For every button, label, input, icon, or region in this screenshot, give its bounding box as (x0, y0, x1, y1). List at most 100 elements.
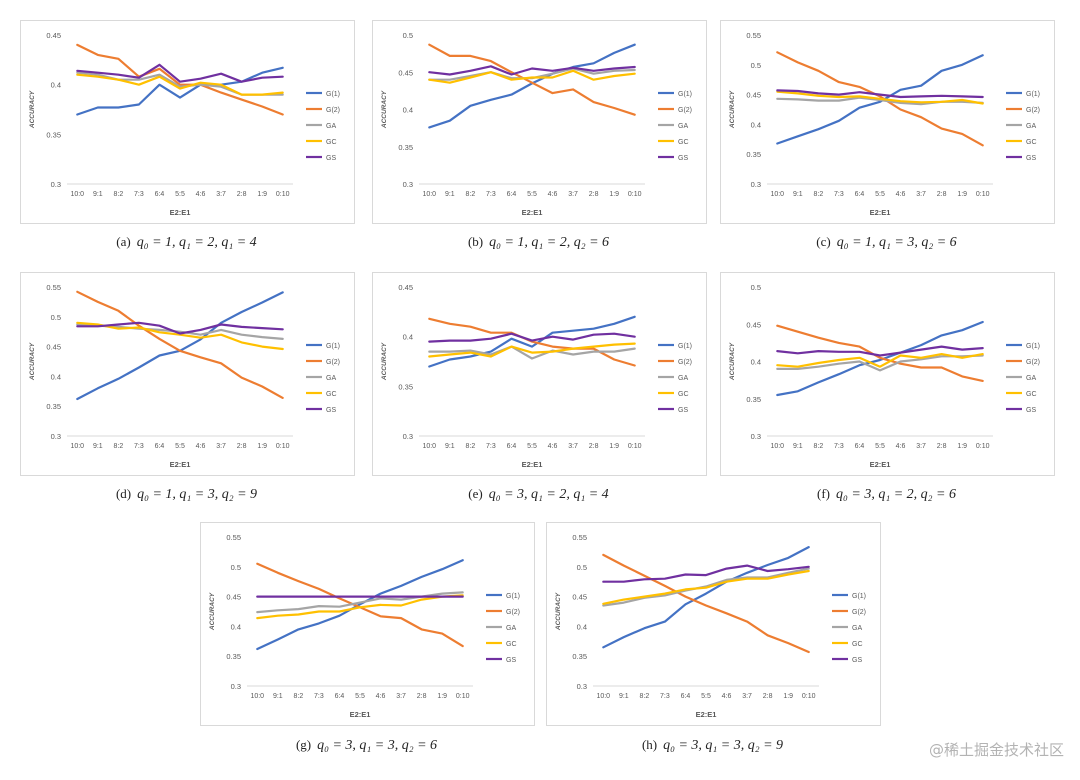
x-tick-label: 6:4 (855, 443, 865, 450)
x-tick-label: 4:6 (548, 443, 558, 450)
series-line-ga (602, 567, 810, 607)
series-line-gc (428, 342, 636, 358)
y-tick-label: 0.45 (46, 343, 61, 352)
x-tick-label: 3:7 (916, 443, 926, 450)
x-axis-label: E2:E1 (696, 710, 717, 719)
caption-f: (f) q₀ = 3, q₁ = 2, q₂ = 6 (720, 486, 1053, 503)
series-line-g2 (776, 324, 984, 383)
x-tick-label: 9:1 (93, 443, 103, 450)
legend-label: GS (1026, 155, 1036, 162)
y-axis-label: ACCURACY (29, 90, 36, 129)
legend-label: GS (678, 407, 688, 414)
x-tick-label: 1:9 (609, 191, 619, 198)
chart-svg-g: 0.3 0.35 0.4 0.45 0.5 0.55 10:0 9:1 8:2 7:3 6:4 5:5… (209, 533, 520, 719)
legend-label: GS (678, 155, 688, 162)
legend-label: G(2) (678, 359, 692, 366)
x-tick-label: 5:5 (175, 191, 185, 198)
caption-h: (h) q₀ = 3, q₁ = 3, q₂ = 9 (546, 737, 879, 754)
legend-label: GS (326, 407, 336, 414)
series-line-g1 (776, 54, 984, 145)
y-tick-label: 0.5 (751, 283, 761, 292)
series-line-g2 (776, 51, 984, 147)
chart-svg-c: 0.3 0.35 0.4 0.45 0.5 0.55 10:0 9:1 8:2 7:3 6:4 5:5… (729, 31, 1040, 217)
x-tick-label: 5:5 (875, 191, 885, 198)
y-axis-label: ACCURACY (729, 90, 736, 129)
series-line-g1 (76, 66, 284, 116)
legend-label: G(1) (1026, 91, 1040, 98)
x-tick-label: 4:6 (196, 443, 206, 450)
line-chart-d: 0.3 0.35 0.4 0.45 0.5 0.55 10:0 9:1 8:2 7:3 6:4 5:5… (20, 272, 355, 476)
series-line-ga (256, 591, 464, 614)
x-tick-label: 7:3 (486, 443, 496, 450)
x-tick-label: 4:6 (196, 191, 206, 198)
legend-label: GS (506, 657, 516, 664)
caption-c: (c) q₀ = 1, q₁ = 3, q₂ = 6 (720, 234, 1053, 251)
y-tick-label: 0.3 (403, 432, 413, 441)
legend-label: GA (1026, 123, 1036, 130)
x-axis-label: E2:E1 (522, 460, 543, 469)
line-chart-b: 0.3 0.35 0.4 0.45 0.5 10:0 9:1 8:2 7:3 6:4 5:5 4:6 3… (372, 20, 707, 224)
x-tick-label: 5:5 (875, 443, 885, 450)
y-tick-label: 0.4 (51, 81, 61, 90)
legend-label: G(2) (506, 609, 520, 616)
legend-label: G(2) (326, 359, 340, 366)
series-line-gc (776, 352, 984, 368)
y-tick-label: 0.35 (746, 150, 761, 159)
y-tick-label: 0.4 (577, 622, 587, 631)
y-tick-label: 0.3 (403, 180, 413, 189)
legend-label: GS (326, 155, 336, 162)
x-tick-label: 2:8 (763, 693, 773, 700)
y-tick-label: 0.3 (751, 432, 761, 441)
x-tick-label: 8:2 (113, 443, 123, 450)
y-tick-label: 0.3 (51, 432, 61, 441)
x-tick-label: 6:4 (155, 191, 165, 198)
x-tick-label: 8:2 (465, 443, 475, 450)
legend-label: G(1) (852, 593, 866, 600)
legend-label: GS (852, 657, 862, 664)
y-tick-label: 0.5 (403, 31, 413, 40)
y-tick-label: 0.3 (751, 180, 761, 189)
x-tick-label: 4:6 (722, 693, 732, 700)
x-tick-label: 8:2 (813, 443, 823, 450)
caption-params: q₀ = 3, q₁ = 3, q₂ = 9 (663, 738, 784, 753)
x-tick-label: 4:6 (896, 443, 906, 450)
chart-svg-a: 0.3 0.35 0.4 0.45 10:0 9:1 8:2 7:3 6:4 5:5 4:6 3:7 2… (29, 31, 340, 217)
y-tick-label: 0.35 (398, 382, 413, 391)
y-axis-label: ACCURACY (209, 592, 216, 631)
series-line-g1 (428, 43, 636, 129)
x-tick-label: 3:7 (742, 693, 752, 700)
caption-b: (b) q₀ = 1, q₁ = 2, q₂ = 6 (372, 234, 705, 251)
x-tick-label: 7:3 (834, 443, 844, 450)
x-tick-label: 2:8 (589, 191, 599, 198)
x-tick-label: 2:8 (589, 443, 599, 450)
legend-label: G(2) (852, 609, 866, 616)
caption-label: (f) (817, 486, 831, 501)
legend-label: GA (326, 375, 336, 382)
y-tick-label: 0.4 (403, 106, 413, 115)
line-chart-h: 0.3 0.35 0.4 0.45 0.5 0.55 10:0 9:1 8:2 7:3 6:4 5:5… (546, 522, 881, 726)
chart-svg-f: 0.3 0.35 0.4 0.45 0.5 10:0 9:1 8:2 7:3 6:4 5:5 4:6 3… (729, 283, 1040, 469)
series-line-g1 (602, 546, 810, 649)
y-tick-label: 0.35 (46, 130, 61, 139)
legend-label: G(1) (678, 343, 692, 350)
y-tick-label: 0.4 (751, 120, 761, 129)
x-tick-label: 0:10 (276, 443, 290, 450)
y-tick-label: 0.45 (746, 91, 761, 100)
x-tick-label: 8:2 (639, 693, 649, 700)
line-chart-a: 0.3 0.35 0.4 0.45 10:0 9:1 8:2 7:3 6:4 5:5 4:6 3:7 2… (20, 20, 355, 224)
x-tick-label: 9:1 (273, 693, 283, 700)
y-tick-label: 0.4 (403, 333, 413, 342)
x-axis-label: E2:E1 (170, 208, 191, 217)
x-tick-label: 3:7 (916, 191, 926, 198)
y-tick-label: 0.45 (746, 320, 761, 329)
series-line-gs (76, 321, 284, 335)
caption-e: (e) q₀ = 3, q₁ = 2, q₁ = 4 (372, 486, 705, 503)
y-tick-label: 0.3 (231, 682, 241, 691)
y-tick-label: 0.5 (577, 563, 587, 572)
legend-label: GA (1026, 375, 1036, 382)
x-tick-label: 10:0 (250, 693, 264, 700)
series-line-gs (776, 345, 984, 357)
caption-g: (g) q₀ = 3, q₁ = 3, q₂ = 6 (200, 737, 533, 754)
caption-params: q₀ = 1, q₁ = 3, q₂ = 9 (137, 487, 258, 502)
line-chart-g: 0.3 0.35 0.4 0.45 0.5 0.55 10:0 9:1 8:2 7:3 6:4 5:5… (200, 522, 535, 726)
